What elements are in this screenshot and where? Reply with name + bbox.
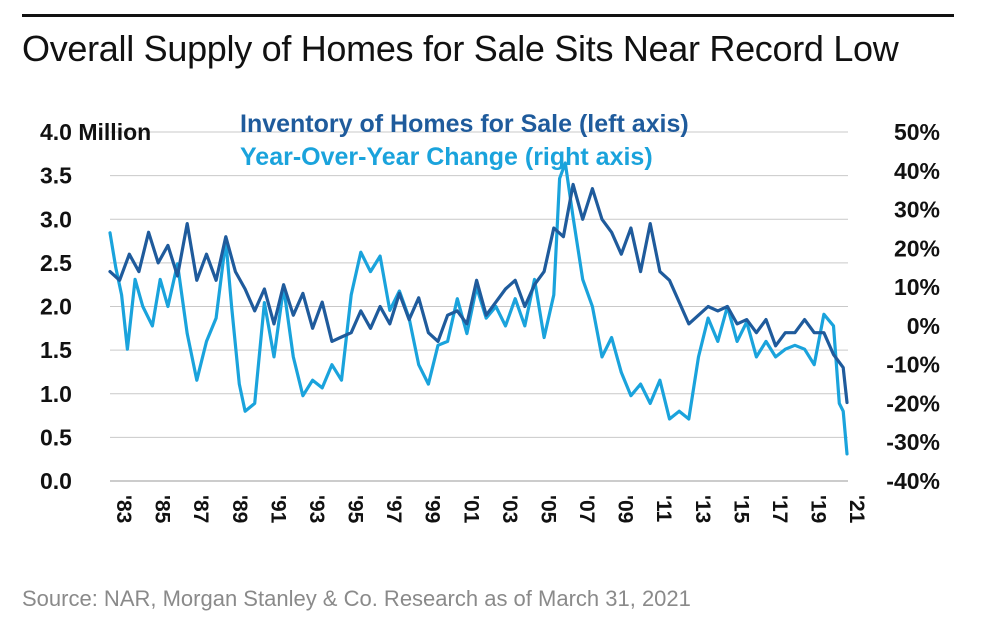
- series-yoy-line: [108, 161, 849, 456]
- left-tick-label: 3.0: [40, 206, 72, 232]
- left-tick-label: 1.0: [40, 381, 72, 407]
- x-tick-label: '87: [189, 495, 212, 523]
- left-tick-label: 3.5: [40, 163, 72, 189]
- legend-label: Year-Over-Year Change (right axis): [240, 143, 653, 171]
- x-tick-label: '15: [729, 495, 752, 524]
- right-tick-label: -10%: [886, 352, 940, 378]
- left-tick-label: 4.0 Million: [40, 119, 151, 145]
- right-tick-label: 10%: [894, 274, 940, 300]
- x-tick-label: '99: [421, 495, 444, 523]
- x-tick-label: '09: [614, 495, 637, 523]
- x-tick-label: '13: [691, 495, 714, 523]
- series-inventory-line: [108, 182, 849, 405]
- x-tick-label: '05: [536, 495, 559, 524]
- left-tick-label: 1.5: [40, 337, 72, 363]
- x-tick-label: '85: [151, 495, 174, 524]
- x-tick-label: '21: [845, 495, 868, 524]
- x-tick-label: '83: [112, 495, 135, 523]
- right-tick-label: 40%: [894, 158, 940, 184]
- right-tick-label: 20%: [894, 235, 940, 261]
- legend: Inventory of Homes for Sale (left axis) Y…: [240, 110, 689, 171]
- x-axis-ticks: '83 '85 '87 '89 '91 '93 '95 '97 '99 '01 '03 '05 '07 '…: [112, 495, 868, 524]
- x-tick-label: '19: [807, 495, 830, 523]
- source-note: Source: NAR, Morgan Stanley & Co. Resear…: [22, 586, 691, 611]
- left-tick-label: 2.0: [40, 294, 72, 320]
- right-tick-label: -20%: [886, 390, 940, 416]
- chart-svg: 0.0 0.5 1.0 1.5 2.0 2.5 3.0 3.5 4.0 Million -40%…: [40, 110, 940, 524]
- left-tick-label: 0.0: [40, 468, 72, 494]
- right-tick-label: 30%: [894, 197, 940, 223]
- x-tick-label: '97: [382, 495, 405, 523]
- right-tick-label: -30%: [886, 429, 940, 455]
- left-axis-ticks: 0.0 0.5 1.0 1.5 2.0 2.5 3.0 3.5 4.0 Million: [40, 119, 151, 494]
- x-tick-label: '07: [575, 495, 598, 523]
- right-tick-label: 50%: [894, 119, 940, 145]
- x-tick-label: '95: [344, 495, 367, 524]
- x-tick-label: '03: [498, 495, 521, 523]
- series-lines: [108, 161, 849, 456]
- legend-label: Inventory of Homes for Sale (left axis): [240, 110, 689, 138]
- x-tick-label: '11: [652, 495, 675, 523]
- top-rule: [22, 14, 954, 17]
- grid-lines: [110, 131, 848, 482]
- x-tick-label: '93: [305, 495, 328, 523]
- x-tick-label: '17: [768, 495, 791, 523]
- left-tick-label: 2.5: [40, 250, 72, 276]
- x-tick-label: '01: [459, 495, 482, 524]
- right-axis-ticks: -40% -30% -20% -10% 0% 10% 20% 30% 40% 50%: [886, 119, 940, 494]
- chart-title: Overall Supply of Homes for Sale Sits Ne…: [22, 28, 899, 69]
- x-tick-label: '91: [266, 495, 289, 524]
- left-tick-label: 0.5: [40, 424, 72, 450]
- right-tick-label: -40%: [886, 468, 940, 494]
- x-tick-label: '89: [228, 495, 251, 523]
- right-tick-label: 0%: [907, 313, 940, 339]
